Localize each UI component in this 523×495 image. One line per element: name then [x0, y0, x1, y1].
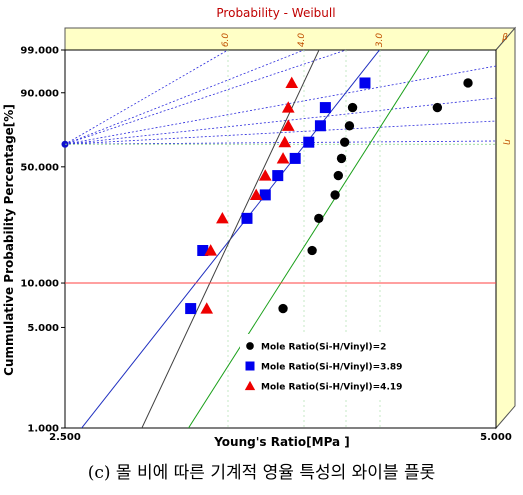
legend-label: Mole Ratio(Si-H/Vinyl)=3.89: [261, 363, 402, 373]
data-point: [281, 101, 295, 113]
data-point: [278, 135, 292, 148]
y-tick-label: 5.000: [27, 323, 59, 334]
slope-guide-line: [64, 97, 497, 145]
data-point: [303, 136, 315, 148]
data-point: [314, 213, 324, 224]
data-point: [307, 245, 317, 256]
fit-lines: [81, 50, 431, 428]
beta-label: β: [501, 33, 508, 43]
data-point: [281, 119, 295, 131]
data-point: [432, 102, 443, 113]
data-point: [200, 302, 214, 314]
data-point: [197, 245, 209, 257]
x-tick-label: 5.000: [480, 432, 512, 443]
y-tick-label: 90.000: [20, 88, 59, 99]
data-point: [259, 189, 271, 201]
legend-label: Mole Ratio(Si-H/Vinyl)=4.19: [261, 383, 402, 393]
data-point: [333, 170, 343, 181]
data-point: [276, 152, 290, 164]
data-point: [278, 303, 288, 314]
slope-guide-line: [64, 65, 497, 145]
frame-right-band: [495, 26, 516, 430]
data-point: [340, 137, 350, 147]
data-point: [185, 303, 197, 315]
data-point: [463, 78, 473, 88]
data-point: [272, 170, 284, 182]
legend: Mole Ratio(Si-H/Vinyl)=2 Mole Ratio(Si-H/…: [240, 334, 402, 398]
y-axis-title: Cummulative Probability Percentage[%]: [2, 104, 16, 376]
legend-box: [240, 334, 397, 398]
data-point: [344, 121, 355, 131]
slope-guide-line: [64, 49, 229, 145]
legend-marker: [245, 361, 255, 371]
data-point: [289, 152, 301, 164]
x-axis-ticks: 2.500 5.000: [49, 432, 512, 443]
legend-label: Mole Ratio(Si-H/Vinyl)=2: [261, 343, 386, 353]
legend-marker: [246, 342, 254, 350]
eta-label: η: [502, 139, 512, 145]
fit-line: [187, 50, 431, 428]
data-point: [330, 190, 340, 200]
slope-labels: 6.0 4.0 3.0: [221, 33, 385, 48]
data-point: [336, 153, 347, 164]
data-point: [216, 212, 229, 224]
y-tick-label: 50.000: [20, 162, 59, 173]
data-point: [249, 188, 263, 200]
data-point: [347, 102, 358, 113]
frame-top-band: [64, 27, 517, 51]
figure-caption: (c) 몰 비에 따른 기계적 영율 특성의 와이블 플롯: [87, 463, 436, 483]
data-point: [258, 169, 272, 181]
y-axis-ticks: 99.000 90.000 50.000 10.000 5.000 1.000: [20, 46, 65, 435]
data-point: [319, 102, 331, 114]
data-point: [204, 244, 218, 256]
x-tick-label: 2.500: [49, 432, 81, 443]
slope-label: 3.0: [375, 33, 385, 48]
data-point: [285, 76, 299, 89]
legend-marker: [244, 380, 256, 391]
weibull-chart: Probability - Weibull 6.0 4.0 3.0 99.000 90…: [2, 6, 517, 449]
data-markers: [185, 76, 473, 315]
y-tick-label: 10.000: [20, 279, 59, 290]
slope-label: 4.0: [297, 33, 307, 48]
data-point: [314, 120, 326, 132]
data-point: [359, 77, 371, 89]
y-tick-label: 1.000: [27, 424, 59, 435]
x-axis-title: Young's Ratio[MPa ]: [213, 435, 350, 449]
slope-guide-line: [64, 49, 347, 145]
chart-title: Probability - Weibull: [216, 6, 335, 20]
slope-guide-line: [64, 49, 305, 145]
y-tick-label: 99.000: [20, 46, 59, 57]
slope-label: 6.0: [221, 33, 231, 48]
data-point: [241, 212, 253, 224]
fit-line: [141, 50, 320, 428]
